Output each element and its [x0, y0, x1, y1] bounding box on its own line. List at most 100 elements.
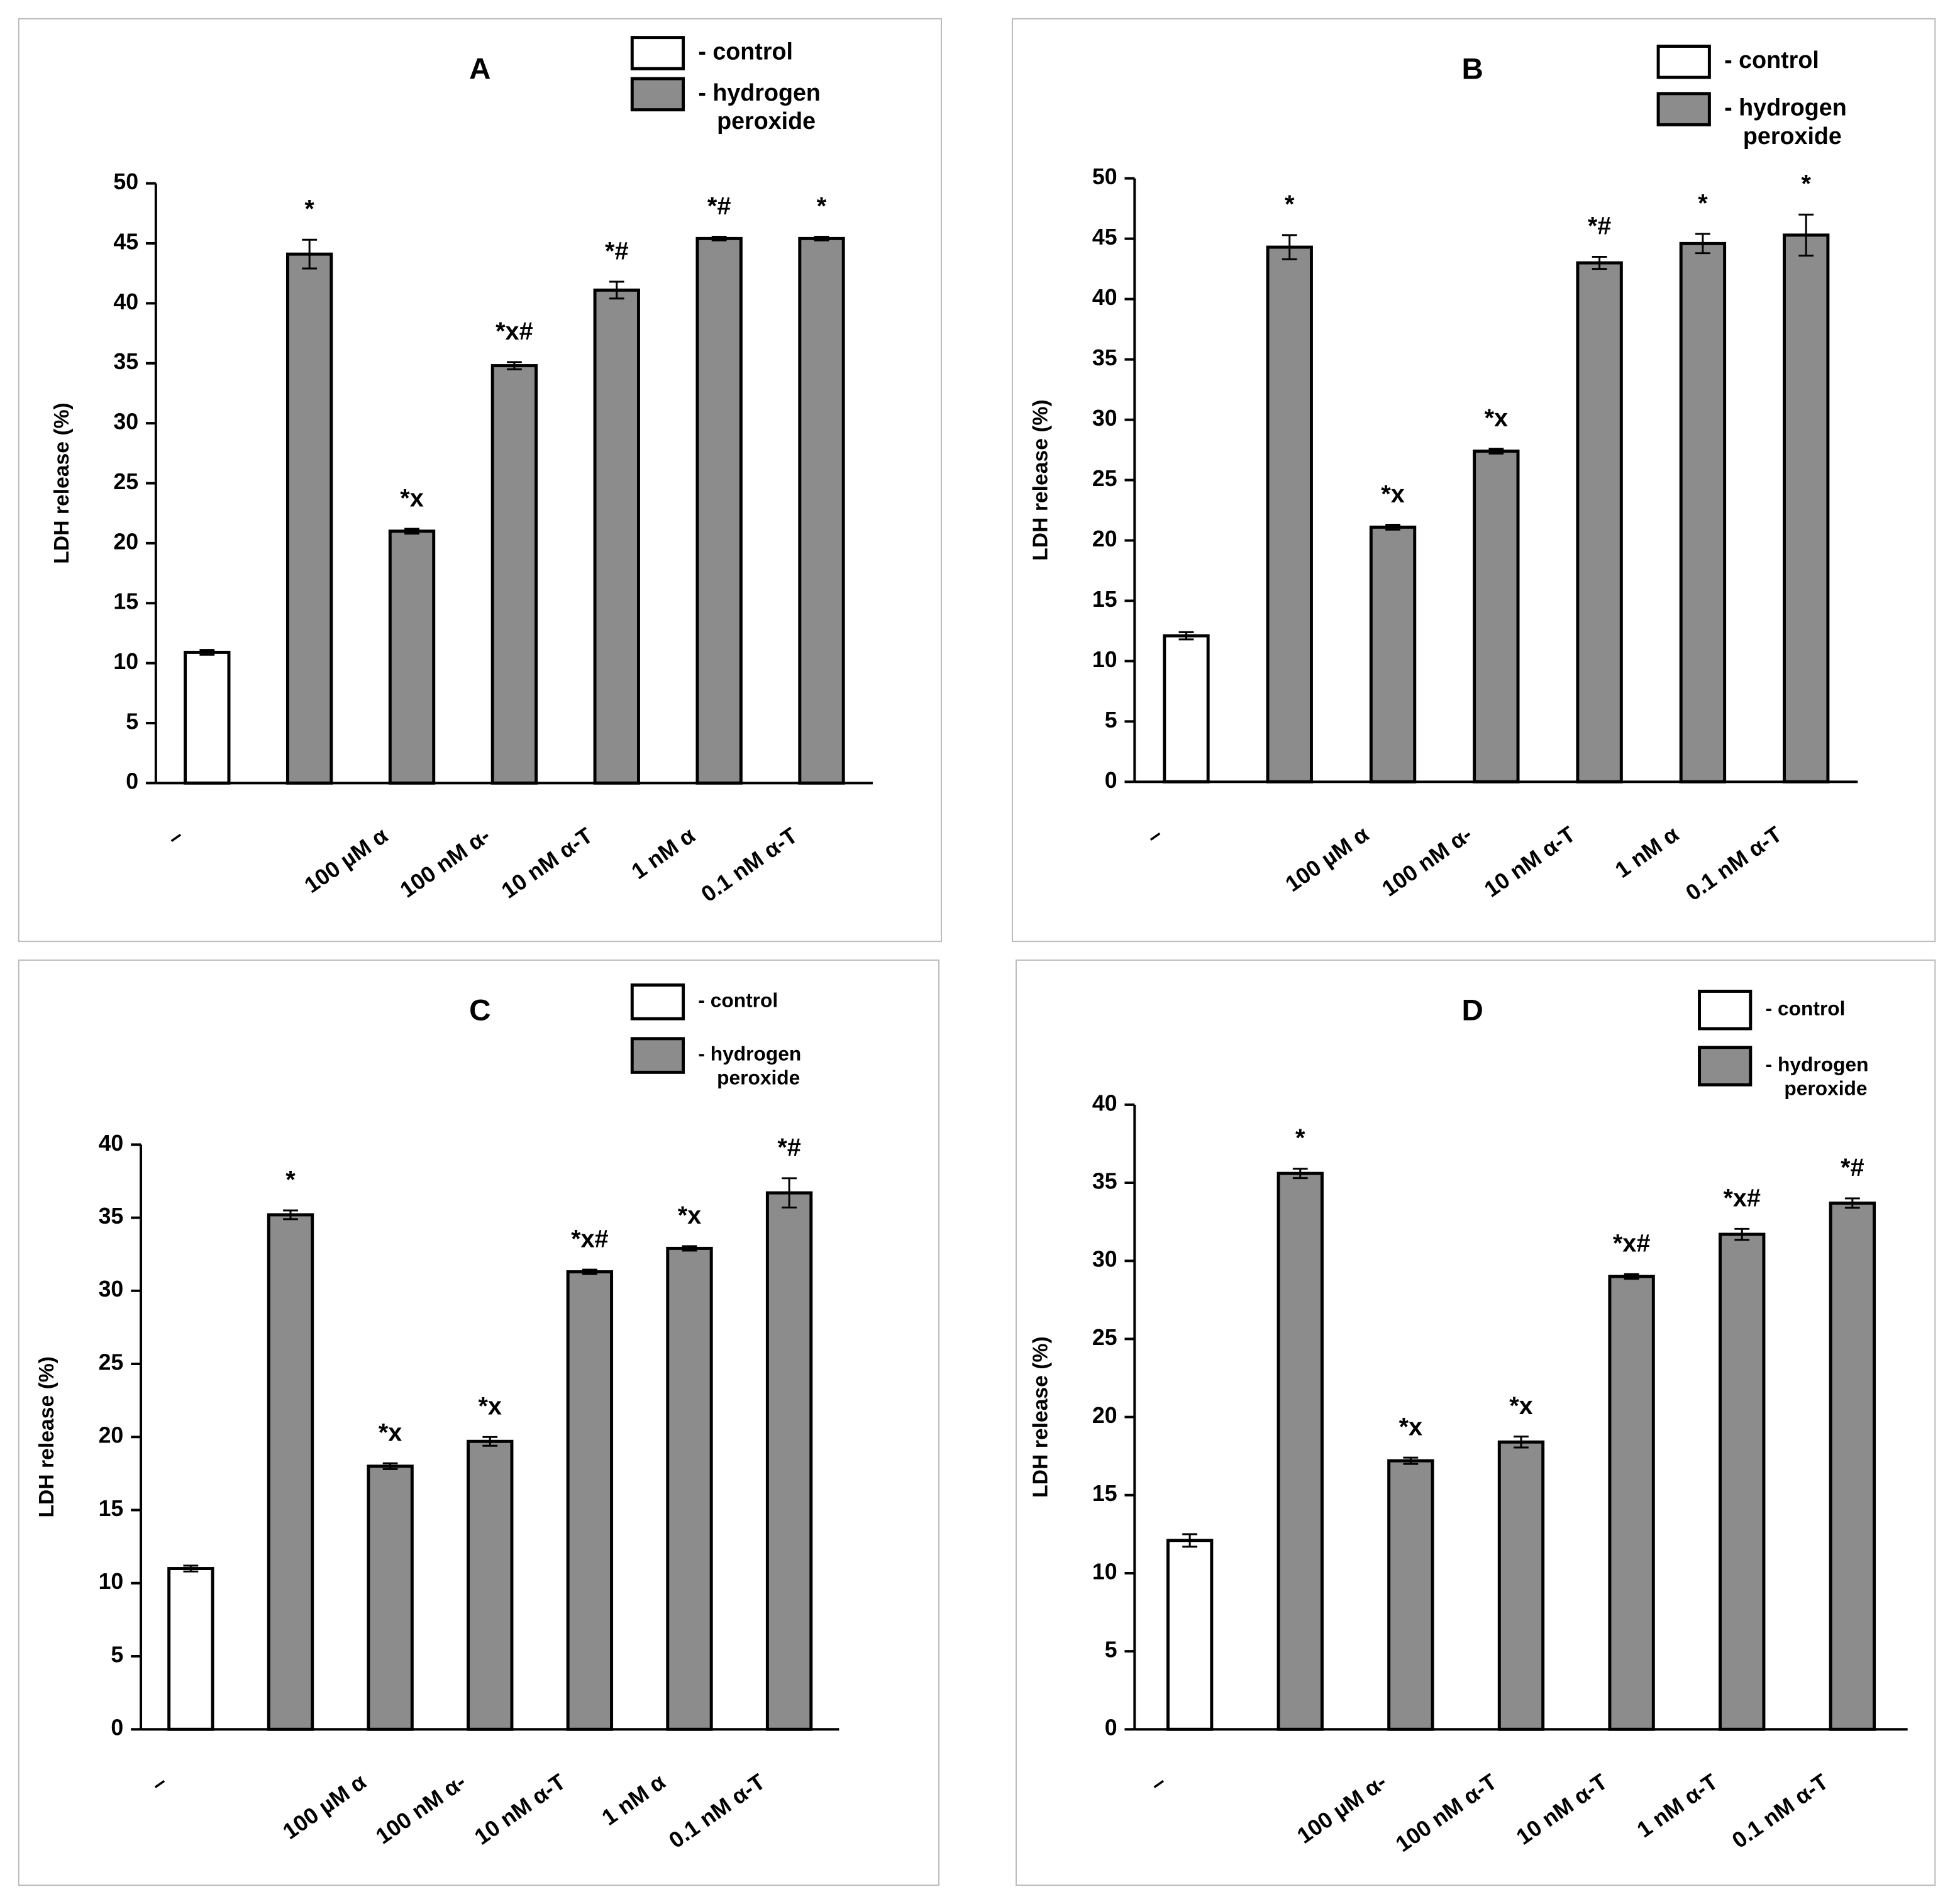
x-tick-label: 0.1 nM α-T: [1681, 821, 1786, 905]
y-tick-label: 15: [99, 1496, 124, 1521]
y-tick-label: 5: [111, 1642, 123, 1667]
x-tick-label: 100 µM α: [1281, 821, 1373, 897]
chart-title: D: [1461, 994, 1483, 1027]
legend-swatch: [630, 983, 685, 1021]
legend-line: - hydrogen: [1766, 1053, 1869, 1076]
x-tick-label: 100 nM α-: [371, 1769, 470, 1849]
bar: [1387, 1459, 1434, 1731]
y-tick-label: 5: [1105, 707, 1117, 733]
y-tick-label: 30: [99, 1276, 124, 1302]
panel-frame: [18, 18, 942, 943]
error-bar: [1592, 255, 1607, 270]
bar: [184, 650, 231, 785]
y-tick-label: 20: [1092, 1403, 1117, 1428]
x-tick-label: 0.1 nM α-T: [1727, 1769, 1833, 1853]
x-tick-label: –: [147, 1769, 171, 1796]
error-bar: [1798, 213, 1814, 257]
y-axis-label: LDH release (%): [50, 402, 74, 564]
y-tick-label: 25: [113, 469, 138, 494]
significance-label: *x: [1509, 1392, 1532, 1420]
legend-label: - control: [1766, 997, 1846, 1020]
y-tick-label: 25: [1092, 466, 1117, 491]
x-tick-label: 1 nM α: [597, 1769, 670, 1830]
y-tick-label: 20: [99, 1423, 124, 1448]
bar: [1829, 1201, 1876, 1731]
chart-title: A: [469, 53, 490, 86]
y-tick-label: 10: [1092, 1559, 1117, 1584]
y-tick-label: 10: [113, 649, 138, 674]
legend-label: - hydrogen peroxide: [698, 79, 821, 134]
y-tick-label: 5: [1105, 1637, 1117, 1663]
bar: [798, 236, 845, 785]
y-tick-label: 30: [113, 409, 138, 434]
legend-swatch: [1656, 92, 1711, 126]
legend-swatch: [1656, 45, 1711, 79]
error-bar: [782, 1177, 797, 1209]
bar: [1679, 241, 1727, 783]
bar: [666, 1246, 713, 1731]
x-tick-label: 10 nM α-T: [470, 1769, 570, 1849]
significance-label: *: [1285, 191, 1295, 218]
y-tick-label: 50: [1092, 164, 1117, 189]
x-tick-label: 100 nM α-: [1377, 821, 1476, 901]
bar: [566, 1270, 614, 1731]
error-bar: [283, 1209, 298, 1220]
y-tick-label: 30: [1092, 406, 1117, 431]
x-tick-label: 100 µM α-: [1292, 1769, 1391, 1849]
y-tick-label: 40: [1092, 285, 1117, 310]
legend-line: peroxide: [717, 108, 816, 134]
y-tick-label: 0: [126, 769, 138, 794]
error-bar: [1178, 631, 1194, 641]
bar: [1719, 1232, 1766, 1731]
significance-label: *x#: [1723, 1185, 1761, 1212]
y-tick-label: 35: [113, 349, 138, 374]
legend-label: - control: [698, 38, 793, 64]
bar: [765, 1191, 813, 1731]
significance-label: *: [304, 196, 314, 223]
bar: [285, 252, 333, 785]
significance-label: *#: [605, 237, 628, 265]
x-tick-label: 100 µM α: [278, 1769, 370, 1844]
y-tick-label: 10: [99, 1569, 124, 1594]
x-tick-label: 1 nM α-T: [1632, 1769, 1722, 1842]
legend-swatch: [630, 77, 685, 112]
y-tick-label: 15: [1092, 587, 1117, 612]
error-bar: [507, 361, 522, 370]
y-tick-label: 20: [113, 529, 138, 554]
bar: [1277, 1171, 1324, 1731]
y-axis-label: LDH release (%): [35, 1356, 58, 1518]
y-tick-label: 5: [126, 709, 138, 734]
significance-label: *x: [1399, 1413, 1422, 1441]
significance-label: *x#: [496, 318, 533, 345]
legend-line: - hydrogen: [698, 1043, 801, 1065]
legend-swatch: [630, 36, 685, 70]
bar: [1166, 1539, 1214, 1731]
error-bar: [1844, 1197, 1860, 1209]
bar: [490, 364, 538, 785]
significance-label: *#: [707, 192, 731, 220]
significance-label: *#: [1841, 1154, 1864, 1182]
bar: [167, 1567, 214, 1731]
y-tick-label: 20: [1092, 526, 1117, 551]
x-tick-label: 10 nM α-T: [1512, 1769, 1612, 1849]
chart-title: B: [1461, 53, 1483, 86]
error-bar: [582, 1268, 597, 1275]
significance-label: *x: [678, 1202, 701, 1229]
y-tick-label: 40: [1092, 1090, 1117, 1115]
x-tick-label: 1 nM α: [627, 822, 700, 884]
y-tick-label: 45: [113, 229, 138, 254]
y-tick-label: 35: [1092, 1168, 1117, 1193]
error-bar: [382, 1462, 398, 1470]
x-tick-label: 100 nM α-T: [1391, 1769, 1502, 1857]
significance-label: *#: [1588, 213, 1611, 240]
bar: [1163, 634, 1210, 783]
error-bar: [1182, 1533, 1198, 1548]
significance-label: *x: [1485, 404, 1508, 432]
error-bar: [482, 1436, 498, 1447]
bar: [467, 1439, 514, 1731]
significance-label: *x: [478, 1393, 501, 1420]
x-tick-label: 0.1 nM α-T: [664, 1769, 770, 1853]
significance-label: *x: [379, 1419, 402, 1446]
panel-frame: [1015, 959, 1936, 1886]
